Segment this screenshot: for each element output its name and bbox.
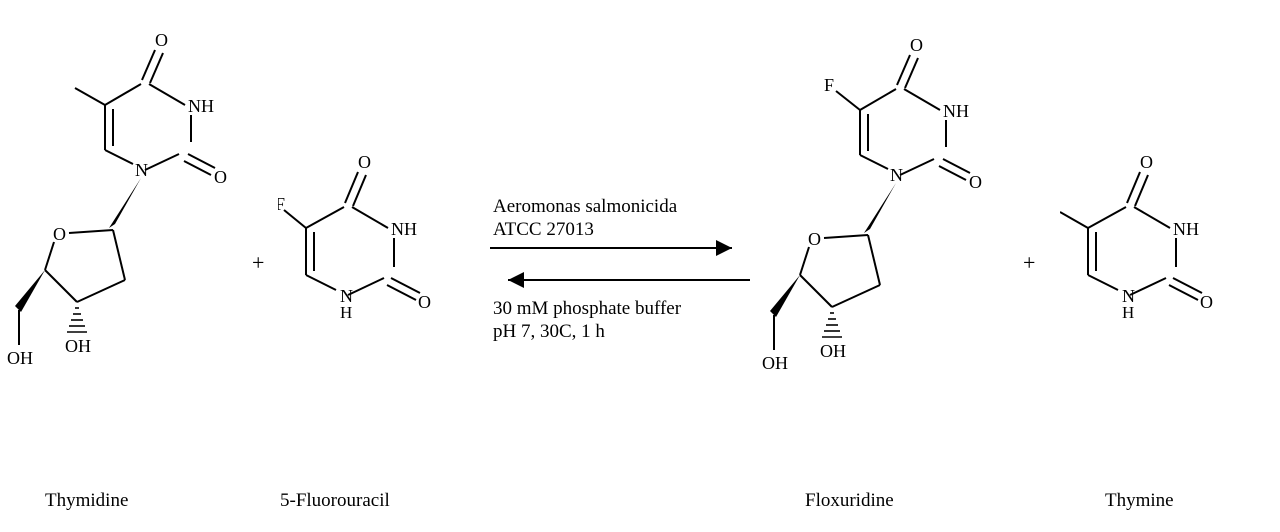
reaction-scheme: N NH O O O OH OH + [0,0,1280,532]
thymidine-structure: N NH O O O OH OH [5,10,235,450]
cond-top-line2: ATCC 27013 [493,219,594,240]
svg-text:O: O [1140,152,1153,172]
svg-text:O: O [808,229,821,249]
floxuridine-label: Floxuridine [805,490,894,512]
svg-text:NH: NH [391,219,417,239]
svg-text:F: F [824,75,834,95]
svg-text:O: O [969,172,982,192]
thymine-structure: N H NH O O [1060,130,1260,370]
cond-top-line1: Aeromonas salmonicida [493,196,677,217]
thymine-label: Thymine [1105,490,1174,512]
svg-text:OH: OH [762,353,788,373]
fluorouracil-structure: N H NH O O F [278,130,478,370]
svg-text:OH: OH [65,336,91,356]
svg-text:OH: OH [7,348,33,368]
thymidine-label: Thymidine [45,490,128,512]
svg-text:O: O [1200,292,1213,312]
svg-text:O: O [155,30,168,50]
svg-text:NH: NH [188,96,214,116]
svg-text:O: O [214,167,227,187]
svg-text:OH: OH [820,341,846,361]
cond-bot-line2: pH 7, 30C, 1 h [493,321,605,342]
fluorouracil-label: 5-Fluorouracil [280,490,390,512]
floxuridine-structure: N NH O O F O OH OH [760,15,990,455]
plus-left: + [252,250,264,276]
svg-text:F: F [278,194,285,214]
svg-text:H: H [1122,303,1134,322]
plus-right: + [1023,250,1035,276]
svg-text:O: O [53,224,66,244]
svg-text:N: N [135,160,148,180]
svg-text:NH: NH [943,101,969,121]
svg-text:O: O [910,35,923,55]
svg-text:H: H [340,303,352,322]
cond-bot-line1: 30 mM phosphate buffer [493,298,681,319]
svg-text:NH: NH [1173,219,1199,239]
svg-text:O: O [358,152,371,172]
svg-text:N: N [890,165,903,185]
svg-text:O: O [418,292,431,312]
conditions-top: Aeromonas salmonicida ATCC 27013 [493,196,677,242]
conditions-bottom: 30 mM phosphate buffer pH 7, 30C, 1 h [493,298,681,344]
